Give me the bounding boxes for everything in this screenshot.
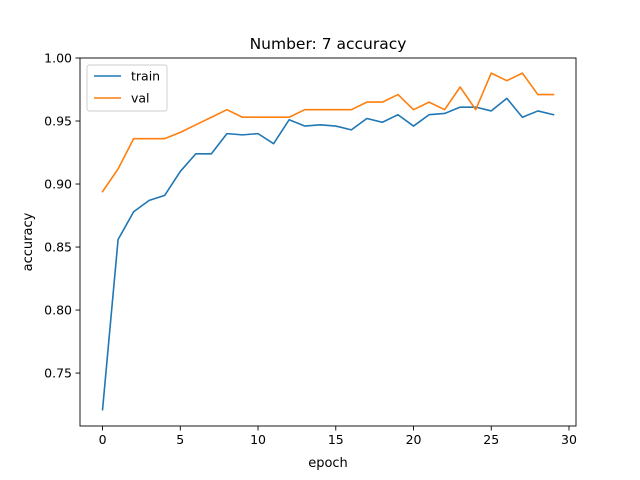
x-tick-label: 10 [250, 432, 266, 447]
plot-frame [79, 57, 577, 427]
x-tick-label: 30 [561, 432, 577, 447]
x-tick-label: 25 [483, 432, 499, 447]
chart-title: Number: 7 accuracy [250, 35, 407, 53]
y-tick-label: 0.80 [44, 303, 72, 318]
legend-label-val: val [131, 91, 150, 106]
x-tick-label: 20 [406, 432, 422, 447]
y-tick-label: 0.85 [44, 240, 72, 255]
x-tick-label: 5 [176, 432, 184, 447]
x-axis-label: epoch [308, 456, 348, 471]
legend-label-train: train [131, 69, 160, 84]
series-line-train [101, 97, 555, 411]
series-line-val [101, 72, 555, 193]
plot-area: 0 5 10 15 20 25 30 0.75 0.80 0.85 0.90 0.95 1.00 trai… [44, 51, 577, 448]
y-tick-label: 0.95 [44, 114, 72, 129]
x-tick-label: 0 [99, 432, 107, 447]
x-tick-label: 15 [328, 432, 344, 447]
y-tick-label: 0.75 [44, 366, 72, 381]
y-axis-label: accuracy [21, 212, 36, 271]
y-tick-label: 1.00 [44, 51, 72, 66]
y-tick-label: 0.90 [44, 177, 72, 192]
